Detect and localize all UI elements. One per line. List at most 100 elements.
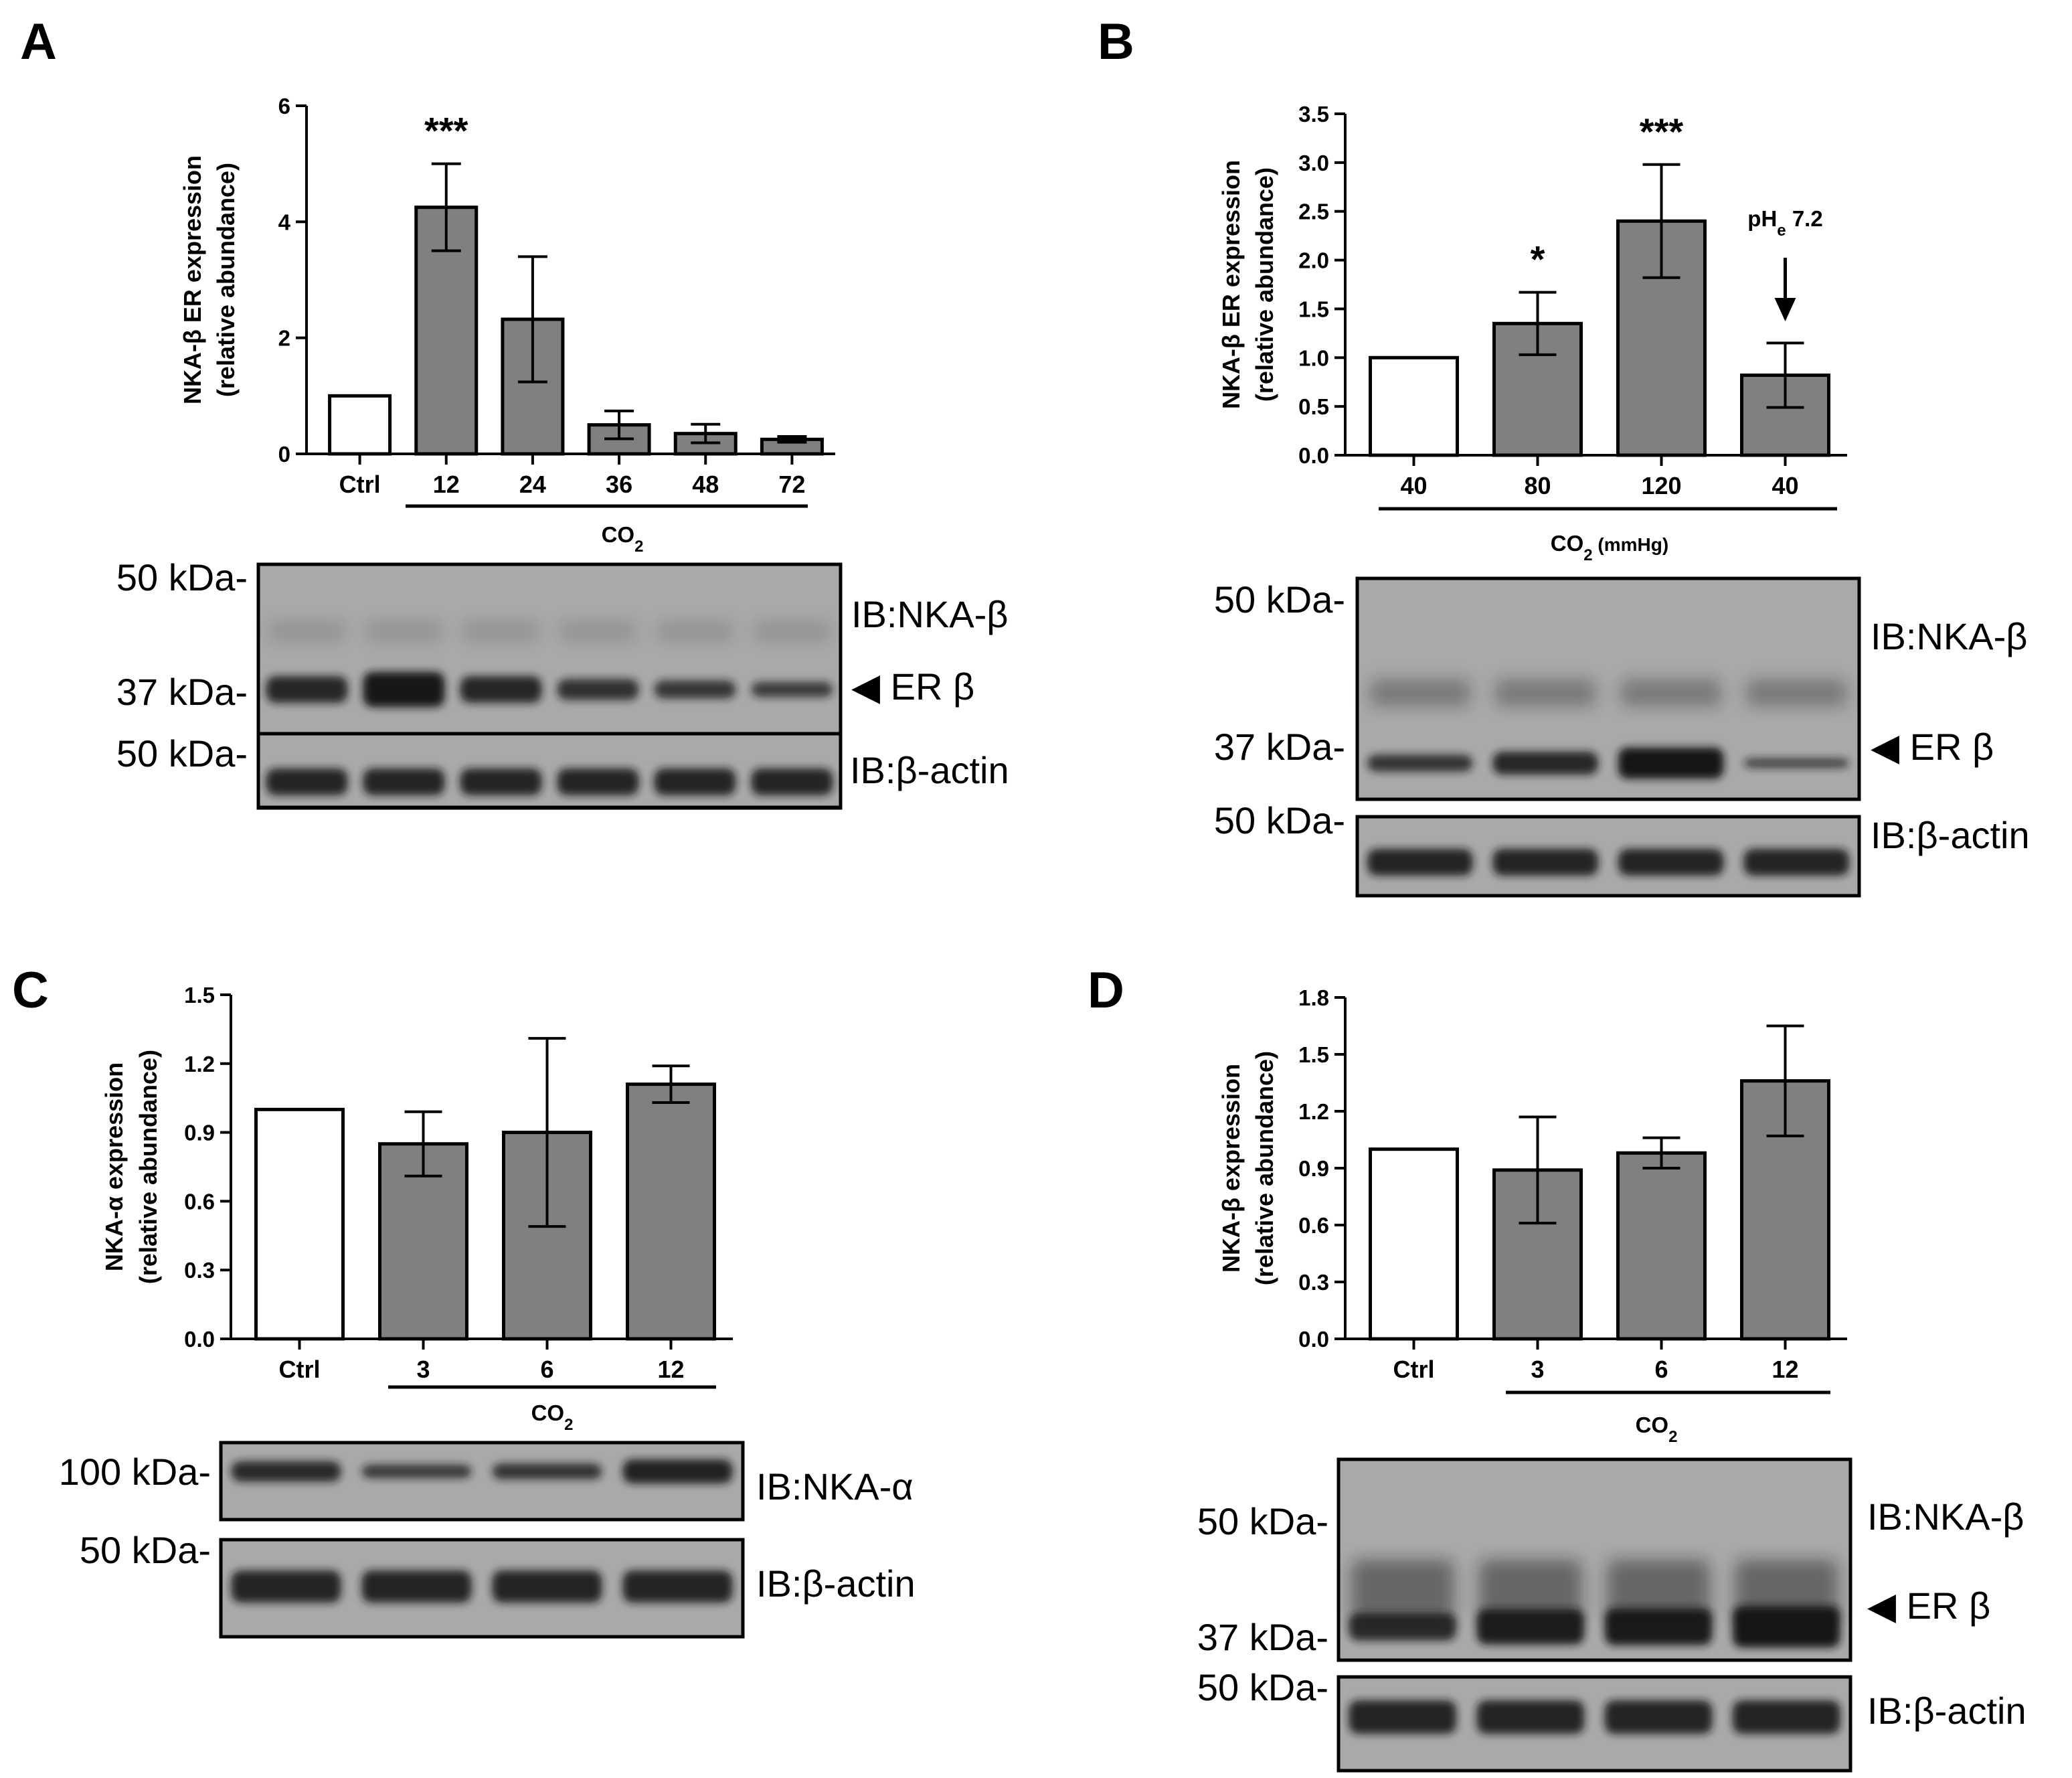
y-tick-label: 0.0 — [1298, 1327, 1329, 1352]
band — [622, 1459, 733, 1483]
ib-label-target: IB:NKA-β — [851, 593, 1008, 635]
x-tick-label: 6 — [1654, 1356, 1668, 1383]
band — [266, 676, 348, 703]
band — [231, 1570, 341, 1603]
band — [1349, 1613, 1456, 1641]
y-tick-label: 2.0 — [1298, 248, 1329, 273]
group-label-sub: 2 — [564, 1416, 573, 1434]
x-tick-label: 40 — [1400, 472, 1427, 499]
significance-marker: * — [1531, 238, 1545, 280]
kda-marker: 50 kDa- — [116, 556, 248, 598]
band-upper — [365, 621, 443, 641]
y-tick-label: 0.5 — [1298, 394, 1329, 419]
significance-marker: *** — [1640, 110, 1684, 153]
y-axis-label-units: (relative abundance) — [1251, 1051, 1278, 1285]
panel-letter: D — [1088, 962, 1124, 1019]
band — [557, 679, 639, 700]
annotation-sub: e — [1777, 222, 1786, 240]
band — [1367, 754, 1473, 772]
y-tick-label: 0.9 — [1298, 1156, 1329, 1181]
x-tick-label: 12 — [433, 471, 460, 498]
band — [654, 769, 736, 795]
group-label-sub: 2 — [1583, 546, 1592, 564]
annotation-main: pH — [1747, 206, 1777, 231]
y-axis-label: NKA-β ER expression — [179, 155, 206, 404]
panel-b: B 0.0 0.5 1.0 1.5 2.0 2.5 3.0 3.5 NKA-β ER expres… — [1098, 13, 2030, 898]
band-upper — [753, 621, 831, 641]
group-label: CO2 — [602, 522, 644, 556]
band-upper — [656, 621, 734, 641]
blot-target — [1336, 1457, 1852, 1662]
ib-label-actin: IB:β-actin — [1871, 814, 2030, 856]
y-axis-label: NKA-β expression — [1217, 1064, 1245, 1273]
group-label: CO2 — [1636, 1412, 1678, 1446]
x-tick-label: 80 — [1524, 472, 1551, 499]
group-label-main: CO — [602, 522, 635, 547]
group-label-sub: 2 — [634, 538, 643, 556]
x-tick-label: 48 — [692, 471, 719, 498]
band — [1733, 1605, 1840, 1648]
band — [1349, 1700, 1456, 1734]
band — [363, 671, 445, 708]
band — [1492, 751, 1598, 775]
ib-label-actin: IB:β-actin — [1867, 1690, 2026, 1732]
y-tick-label: 0.6 — [1298, 1213, 1329, 1238]
kda-marker: 50 kDa- — [1197, 1500, 1328, 1542]
x-tick-label: Ctrl — [1393, 1356, 1435, 1383]
panel-letter: B — [1098, 13, 1134, 70]
band — [1743, 758, 1849, 769]
y-axis-label-units: (relative abundance) — [1251, 167, 1278, 402]
panel-d: D 0.0 0.3 0.6 0.9 1.2 1.5 1.8 NKA-β expression (r… — [1088, 962, 2026, 1773]
y-tick-label: 0.0 — [1298, 443, 1329, 468]
group-label-main: CO — [1551, 531, 1584, 556]
kda-marker: 50 kDa- — [1214, 578, 1345, 621]
y-tick-label: 4 — [278, 210, 291, 234]
y-tick-label: 0.0 — [184, 1327, 215, 1352]
x-tick-label: 12 — [657, 1356, 684, 1383]
x-tick-label: 6 — [540, 1356, 553, 1383]
y-axis-label: NKA-α expression — [100, 1062, 128, 1271]
kda-marker-actin: 50 kDa- — [80, 1529, 211, 1571]
panel-letter: C — [12, 962, 49, 1019]
band-upper — [1746, 679, 1847, 706]
blot-actin — [256, 732, 843, 809]
band — [1604, 1608, 1713, 1645]
kda-marker: 100 kDa- — [59, 1451, 211, 1493]
band — [361, 1570, 472, 1603]
band — [1604, 1700, 1713, 1734]
y-axis-label: NKA-β ER expression — [1217, 160, 1245, 409]
band-upper — [1369, 679, 1470, 706]
kda-marker: 37 kDa- — [1197, 1616, 1328, 1658]
annotation-after: 7.2 — [1786, 206, 1823, 231]
x-tick-label: 3 — [416, 1356, 430, 1383]
group-label-main: CO — [1636, 1412, 1669, 1437]
x-tick-label: 36 — [606, 471, 632, 498]
panel-c: C 0.0 0.3 0.6 0.9 1.2 1.5 NKA-α expression (rela… — [12, 962, 916, 1639]
kda-marker: 37 kDa- — [116, 671, 248, 713]
y-tick-label: 2 — [278, 326, 290, 351]
y-axis-label-units: (relative abundance) — [212, 163, 240, 397]
band — [1476, 1609, 1585, 1645]
ib-label-target: IB:NKA-β — [1871, 615, 2027, 657]
band — [266, 769, 348, 795]
ib-label-actin: IB:β-actin — [756, 1562, 916, 1605]
band — [1476, 1700, 1585, 1734]
er-beta-label: ◀ ER β — [1871, 726, 1994, 768]
band — [1367, 849, 1473, 876]
band-upper — [559, 621, 637, 641]
y-tick-label: 6 — [278, 94, 290, 118]
y-tick-label: 0.9 — [184, 1121, 215, 1145]
band — [1492, 849, 1598, 876]
y-tick-label: 2.5 — [1298, 199, 1329, 224]
band-upper — [1495, 679, 1596, 706]
band — [1618, 747, 1724, 779]
band-upper — [1620, 679, 1721, 706]
band-upper — [268, 621, 346, 641]
kda-marker-actin: 50 kDa- — [1214, 799, 1345, 841]
ib-label-actin: IB:β-actin — [850, 749, 1009, 791]
band-upper — [1735, 1560, 1838, 1620]
kda-marker-actin: 50 kDa- — [116, 732, 248, 775]
blot-actin — [219, 1538, 745, 1639]
band — [557, 769, 639, 795]
ib-label-target: IB:NKA-β — [1867, 1496, 2024, 1538]
